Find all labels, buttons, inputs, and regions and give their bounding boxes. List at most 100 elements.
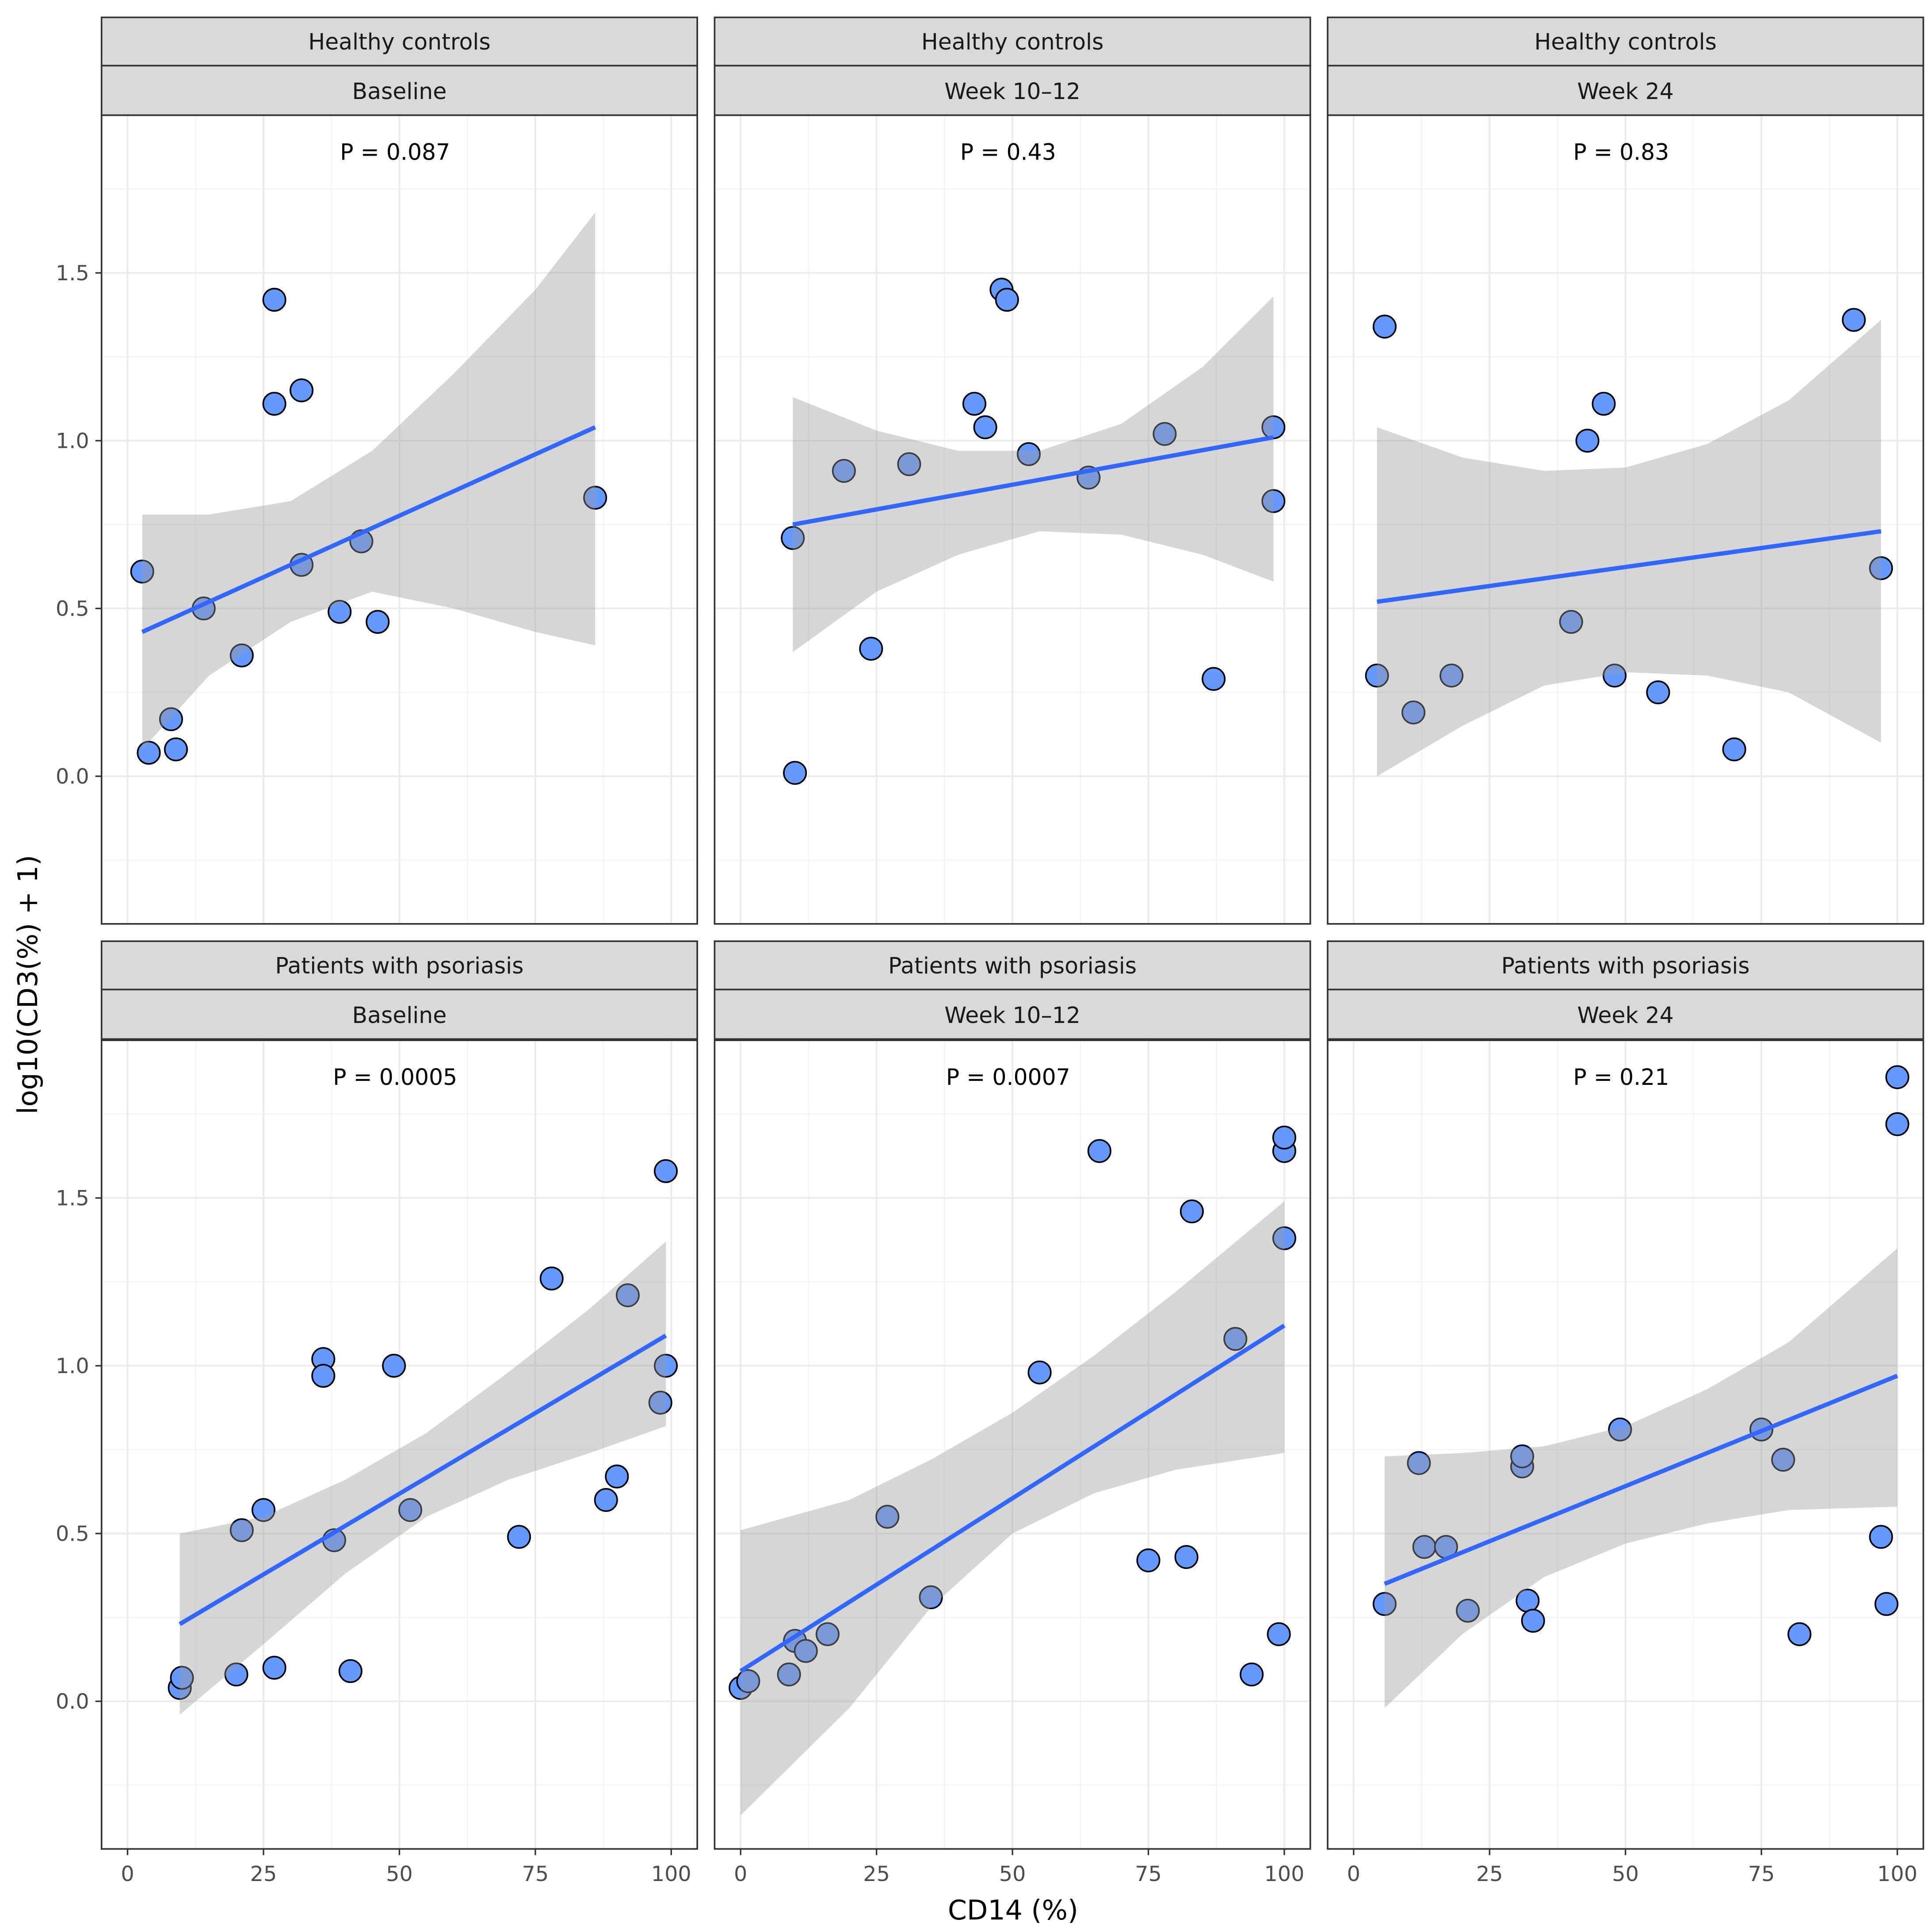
strip-group [1327,16,1924,67]
confidence-band [741,1201,1284,1816]
data-point [794,1639,818,1663]
data-point [1087,1139,1111,1163]
data-point [1174,1545,1199,1569]
data-point [897,452,921,477]
x-tick-label: 0 [1347,1862,1360,1886]
data-point [1261,489,1286,513]
strip-time-label: Baseline [352,1002,447,1028]
data-point [1027,1360,1052,1385]
y-tick-label: 1.5 [56,261,89,286]
data-point [338,1659,363,1683]
data-point [1136,1548,1161,1572]
y-axis-title: log10(CD3(%) + 1) [12,855,44,1114]
x-tick-label: 75 [1748,1862,1775,1886]
strip-time [100,65,698,116]
p-value-label: P = 0.83 [1573,139,1669,165]
data-point [398,1498,423,1522]
y-tick-label: 0.5 [56,1522,89,1546]
x-tick-label: 75 [1135,1862,1162,1886]
panel-border [714,114,1311,925]
data-point [653,1159,678,1183]
data-point [1153,422,1177,446]
data-point [1365,664,1389,688]
x-axis-title: CD14 (%) [948,1894,1078,1926]
strip-time-label: Week 10–12 [944,78,1081,104]
data-point [262,1656,286,1680]
strip-time [100,988,698,1040]
strip-group-label: Patients with psoriasis [888,953,1137,979]
data-point [170,1666,194,1690]
strip-group-label: Healthy controls [1535,29,1717,55]
data-point [995,288,1019,312]
regression-line [792,435,1274,527]
data-point [919,1585,943,1610]
data-point [1592,392,1616,416]
data-point [311,1364,336,1388]
panel-border [100,114,698,925]
data-point [962,392,986,416]
data-point [382,1354,406,1378]
regression-line [1377,529,1882,604]
p-value-label: P = 0.087 [340,139,450,165]
data-point [583,485,607,510]
data-point [783,761,807,785]
data-point [1401,700,1426,725]
data-point [1646,680,1670,705]
data-point [1180,1199,1204,1224]
y-tick-label: 0.5 [56,597,89,621]
data-point [1869,1525,1893,1549]
data-point [366,610,390,634]
data-point [875,1504,900,1529]
strip-group-label: Healthy controls [921,29,1103,55]
strip-group [100,940,698,991]
data-point [262,392,286,416]
regression-line [739,1324,1286,1673]
panel-5: Patients with psoriasis Week 10–12 P = 0.0… [714,940,1311,1886]
data-point [832,459,856,483]
data-point [648,1390,672,1415]
y-tick-label: 0.0 [56,1690,89,1714]
x-tick-label: 25 [863,1862,890,1886]
strip-group-label: Healthy controls [308,29,490,55]
data-point [1407,1451,1431,1475]
data-point [1456,1599,1480,1623]
x-tick-label: 0 [734,1862,747,1886]
data-point [1787,1622,1812,1646]
data-point [973,415,997,439]
data-point [1842,308,1866,332]
regression-line [1384,1374,1898,1586]
data-point [1521,1609,1545,1633]
data-point [1240,1662,1264,1687]
data-point [594,1488,618,1512]
data-point [1874,1592,1899,1616]
data-point [1771,1447,1795,1472]
data-point [859,637,883,661]
panel-3: Healthy controls Week 24 P = 0.83 [1327,16,1924,925]
panel-1: Healthy controls Baseline P = 0.087 0.0 0.5 1… [56,16,698,925]
x-tick-label: 100 [651,1862,691,1886]
strip-time-label: Week 10–12 [944,1002,1081,1028]
data-point [137,740,161,765]
p-value-label: P = 0.0007 [946,1064,1070,1090]
panel-border [1327,114,1924,925]
data-point [164,737,188,762]
strip-time-label: Week 24 [1577,78,1674,104]
x-tick-label: 100 [1264,1862,1304,1886]
strip-group-label: Patients with psoriasis [1501,953,1750,979]
panel-4: Patients with psoriasis Baseline P = 0.000… [56,940,698,1886]
data-point [1272,1226,1296,1251]
data-point [229,1518,254,1542]
strip-group [100,16,698,67]
x-tick-label: 50 [999,1862,1026,1886]
data-point [653,1354,678,1378]
data-point [1559,610,1583,634]
confidence-band [1377,320,1881,776]
data-point [1267,1622,1291,1646]
p-value-label: P = 0.43 [960,139,1056,165]
x-tick-label: 0 [121,1862,134,1886]
x-tick-label: 75 [522,1862,549,1886]
data-point [1439,664,1464,688]
data-point [615,1283,640,1308]
x-tick-label: 50 [386,1862,413,1886]
panel-2: Healthy controls Week 10–12 P = 0.43 [714,16,1311,925]
